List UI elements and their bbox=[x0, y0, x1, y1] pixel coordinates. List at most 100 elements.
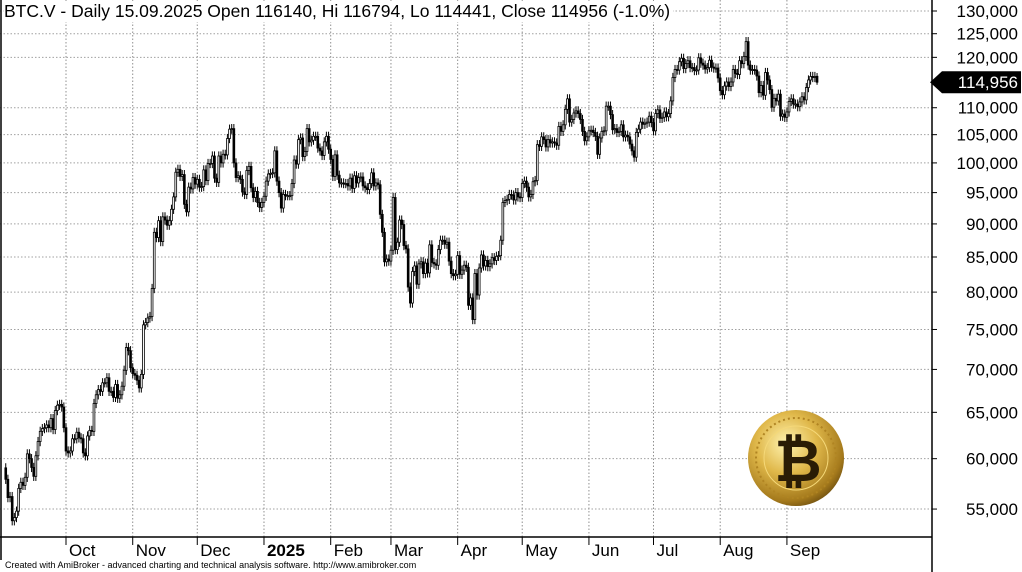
candle bbox=[716, 63, 720, 83]
candle-body bbox=[604, 105, 608, 132]
candle-body bbox=[566, 98, 569, 110]
candle-body bbox=[4, 467, 8, 480]
candle bbox=[680, 53, 683, 67]
candle-body bbox=[641, 121, 645, 125]
candle-body bbox=[751, 69, 754, 71]
candle bbox=[624, 130, 627, 142]
candle bbox=[400, 215, 404, 230]
candle-body bbox=[150, 288, 154, 317]
candle bbox=[434, 259, 438, 270]
candle-body bbox=[264, 180, 268, 197]
candle bbox=[703, 60, 707, 74]
candle bbox=[234, 158, 238, 183]
candle bbox=[529, 189, 533, 202]
candle bbox=[8, 491, 12, 503]
candle bbox=[807, 75, 810, 93]
candle bbox=[90, 425, 94, 436]
candle-body bbox=[372, 172, 376, 187]
candle bbox=[23, 472, 27, 490]
candle-body bbox=[273, 150, 277, 174]
candle-body bbox=[471, 297, 475, 320]
candle-body bbox=[542, 136, 546, 141]
candle bbox=[327, 131, 330, 154]
candle-body bbox=[213, 155, 216, 179]
candle bbox=[615, 124, 619, 138]
candle bbox=[228, 124, 231, 144]
candle-body bbox=[777, 93, 780, 102]
candle-body bbox=[634, 132, 638, 158]
candle bbox=[191, 172, 195, 194]
candle bbox=[251, 183, 255, 203]
x-tick-label: Sep bbox=[790, 541, 820, 560]
candle-body bbox=[88, 430, 91, 437]
candle bbox=[172, 192, 175, 214]
candle-body bbox=[301, 137, 305, 157]
candle-body bbox=[460, 269, 464, 275]
candle bbox=[458, 251, 462, 279]
candle bbox=[30, 454, 33, 473]
candle-body bbox=[415, 265, 419, 285]
candle bbox=[591, 125, 595, 138]
candle-body bbox=[619, 124, 623, 132]
candle-body bbox=[609, 105, 612, 116]
candle-body bbox=[312, 135, 315, 141]
y-tick-label: 105,000 bbox=[957, 126, 1018, 145]
candle-body bbox=[161, 216, 165, 242]
candle-body bbox=[340, 182, 343, 185]
candle bbox=[402, 219, 406, 251]
candle-body bbox=[195, 178, 199, 185]
candle bbox=[213, 151, 216, 183]
candle bbox=[303, 146, 307, 162]
candle bbox=[650, 111, 653, 128]
candle bbox=[230, 124, 234, 134]
candle-body bbox=[247, 165, 251, 171]
candle-body bbox=[256, 190, 259, 203]
candle-body bbox=[374, 182, 378, 187]
candle bbox=[501, 197, 505, 245]
candle bbox=[499, 235, 503, 261]
candle bbox=[43, 423, 46, 434]
candle-body bbox=[299, 137, 302, 141]
candle bbox=[165, 215, 169, 230]
candle-body bbox=[766, 72, 769, 81]
candle bbox=[264, 176, 268, 201]
candle bbox=[544, 135, 548, 152]
candle-body bbox=[656, 109, 660, 114]
candle bbox=[480, 250, 483, 273]
candle-body bbox=[148, 316, 152, 319]
candle-body bbox=[639, 121, 642, 130]
candle-body bbox=[779, 93, 782, 117]
candle-body bbox=[624, 134, 627, 138]
candle-body bbox=[219, 155, 223, 164]
candle-body bbox=[140, 374, 143, 389]
candle bbox=[652, 118, 655, 136]
y-tick-label: 125,000 bbox=[957, 25, 1018, 44]
candle-body bbox=[787, 101, 791, 113]
candle bbox=[572, 108, 576, 125]
candle bbox=[774, 93, 778, 106]
candle-body bbox=[733, 69, 737, 74]
candle-body bbox=[292, 159, 296, 184]
candle-body bbox=[357, 177, 360, 184]
candle bbox=[520, 178, 524, 203]
candle bbox=[254, 186, 257, 203]
candle bbox=[236, 171, 240, 183]
candle-body bbox=[615, 128, 619, 133]
candle-body bbox=[6, 478, 10, 498]
candle-body bbox=[114, 384, 117, 398]
candle bbox=[290, 178, 294, 201]
y-tick-label: 100,000 bbox=[957, 154, 1018, 173]
candle bbox=[217, 151, 221, 187]
candle-body bbox=[73, 438, 76, 441]
candle-body bbox=[348, 177, 352, 187]
candle-body bbox=[413, 265, 416, 272]
candle bbox=[333, 150, 337, 182]
candle bbox=[815, 73, 819, 85]
candle-body bbox=[157, 220, 160, 238]
candle bbox=[202, 165, 206, 192]
candle-body bbox=[770, 89, 774, 108]
candle bbox=[570, 114, 574, 127]
candle bbox=[131, 363, 135, 379]
candle bbox=[602, 126, 606, 137]
candle-body bbox=[546, 139, 550, 148]
